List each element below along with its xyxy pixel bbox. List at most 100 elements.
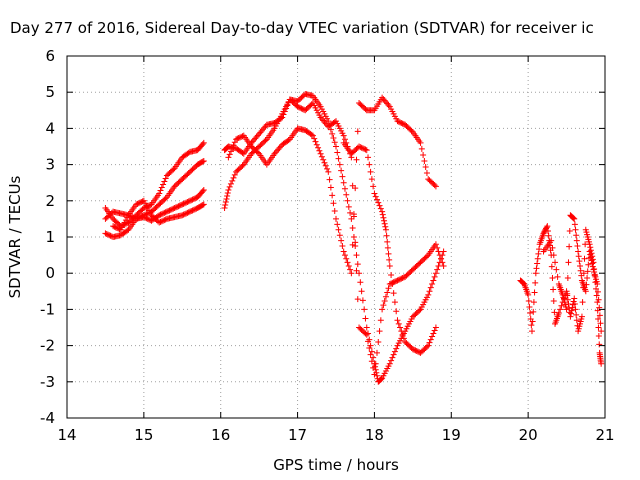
x-tick-label: 15 (134, 426, 153, 444)
data-point (379, 211, 386, 218)
data-point (316, 147, 323, 154)
data-point (162, 216, 169, 223)
y-tick-label: 4 (45, 119, 55, 137)
data-point (338, 237, 345, 244)
data-point (200, 139, 207, 146)
data-point (430, 330, 437, 337)
data-point (575, 253, 582, 260)
data-point (389, 281, 396, 288)
data-point (578, 313, 585, 320)
data-point (157, 187, 164, 194)
data-point (157, 218, 164, 225)
data-point (340, 248, 347, 255)
data-point (573, 237, 580, 244)
data-point (373, 349, 380, 356)
data-point (354, 128, 361, 135)
data-point (181, 200, 188, 207)
series-7 (225, 94, 439, 277)
data-point (431, 327, 438, 334)
data-point (156, 219, 163, 226)
data-point (363, 331, 370, 338)
data-point (577, 267, 584, 274)
data-point (200, 157, 207, 164)
data-point (529, 318, 536, 325)
data-point (352, 185, 359, 192)
data-point (179, 201, 186, 208)
data-point (224, 189, 231, 196)
data-point (582, 288, 589, 295)
data-point (552, 259, 559, 266)
data-point (295, 104, 302, 111)
data-point (422, 164, 429, 171)
data-point (595, 332, 602, 339)
data-point (129, 214, 136, 221)
data-point (416, 307, 423, 314)
data-point (416, 349, 423, 356)
data-point (233, 136, 240, 143)
data-point (571, 215, 578, 222)
data-point (551, 309, 558, 316)
data-point (181, 211, 188, 218)
data-point (312, 138, 319, 145)
data-point (362, 315, 369, 322)
data-point (371, 371, 378, 378)
data-point (160, 210, 167, 217)
data-point (566, 243, 573, 250)
data-point (576, 258, 583, 265)
data-point (157, 211, 164, 218)
data-point (254, 149, 261, 156)
data-point (565, 300, 572, 307)
data-point (385, 250, 392, 257)
data-point (550, 297, 557, 304)
data-point (373, 372, 380, 379)
data-point (112, 224, 119, 231)
data-point (587, 247, 594, 254)
data-point (598, 328, 605, 335)
data-point (227, 180, 234, 187)
data-point (184, 199, 191, 206)
data-point (394, 317, 401, 324)
data-point (366, 345, 373, 352)
data-point (386, 256, 393, 263)
data-point (593, 292, 600, 299)
data-point (379, 208, 386, 215)
data-point (372, 360, 379, 367)
series-4 (110, 197, 207, 233)
data-point (199, 188, 206, 195)
data-point (192, 206, 199, 213)
data-point (380, 214, 387, 221)
data-point (229, 145, 236, 152)
data-point (423, 170, 430, 177)
data-point (528, 328, 535, 335)
data-point (163, 208, 170, 215)
y-tick-label: 5 (45, 83, 55, 101)
grid-layer (67, 56, 605, 418)
data-point (361, 306, 368, 313)
data-point (124, 227, 131, 234)
data-point (399, 275, 406, 282)
data-point (158, 184, 165, 191)
data-point (388, 272, 395, 279)
series-10 (540, 212, 605, 335)
data-point (363, 147, 370, 154)
data-point (550, 286, 557, 293)
data-point (325, 168, 332, 175)
data-point (331, 208, 338, 215)
data-point (440, 248, 447, 255)
data-point (334, 149, 341, 156)
data-point (376, 328, 383, 335)
data-point (571, 295, 578, 302)
data-point (427, 284, 434, 291)
data-point (432, 241, 439, 248)
data-point (597, 320, 604, 327)
data-point (189, 207, 196, 214)
data-point (353, 267, 360, 274)
data-point (142, 214, 149, 221)
data-point (200, 201, 207, 208)
y-tick-label: 6 (45, 47, 55, 65)
data-point (423, 253, 430, 260)
data-point (520, 279, 527, 286)
data-point (162, 195, 169, 202)
data-point (336, 161, 343, 168)
data-point (388, 280, 395, 287)
